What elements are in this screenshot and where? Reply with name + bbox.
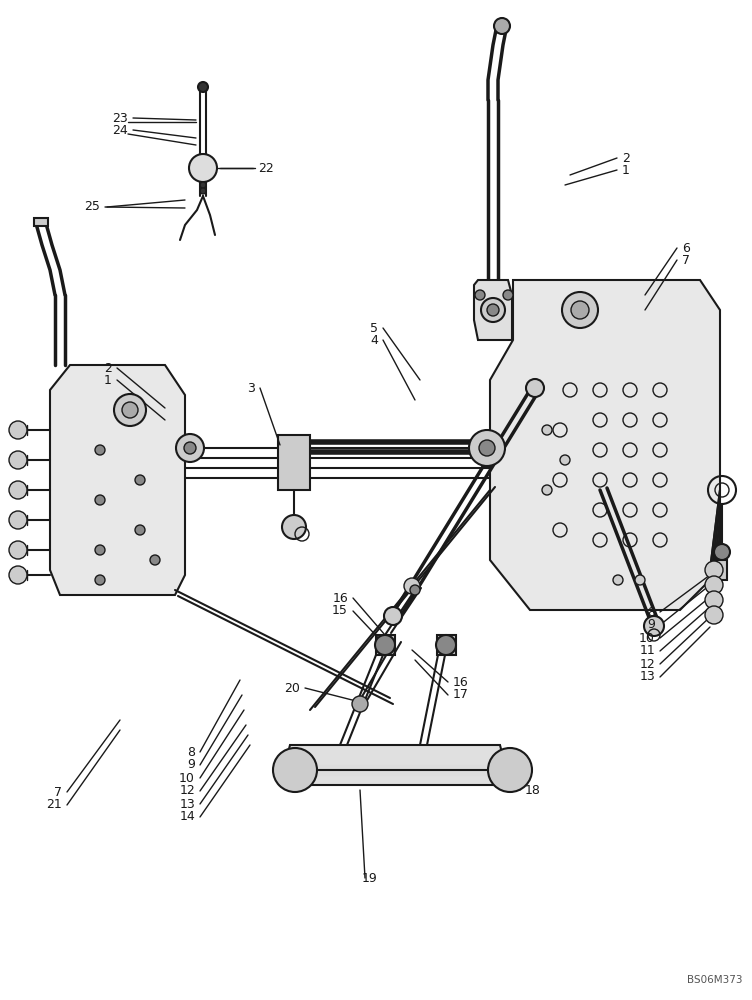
Text: 9: 9 xyxy=(647,618,655,632)
Text: 16: 16 xyxy=(453,676,468,688)
Circle shape xyxy=(705,591,723,609)
Circle shape xyxy=(95,495,105,505)
Text: 20: 20 xyxy=(284,682,300,694)
Text: 19: 19 xyxy=(362,871,378,884)
Circle shape xyxy=(705,576,723,594)
Text: 23: 23 xyxy=(112,111,128,124)
Circle shape xyxy=(560,455,570,465)
Circle shape xyxy=(635,575,645,585)
Circle shape xyxy=(352,696,368,712)
Text: 3: 3 xyxy=(247,381,255,394)
Text: 22: 22 xyxy=(258,161,274,174)
Circle shape xyxy=(494,18,510,34)
Circle shape xyxy=(282,515,306,539)
Text: 10: 10 xyxy=(639,632,655,645)
Text: 10: 10 xyxy=(179,772,195,784)
Circle shape xyxy=(95,445,105,455)
Polygon shape xyxy=(490,280,720,610)
Circle shape xyxy=(9,511,27,529)
Text: 7: 7 xyxy=(682,253,690,266)
Circle shape xyxy=(9,541,27,559)
Polygon shape xyxy=(376,635,395,655)
Circle shape xyxy=(184,442,196,454)
Circle shape xyxy=(200,182,206,188)
Circle shape xyxy=(9,566,27,584)
Circle shape xyxy=(150,555,160,565)
Circle shape xyxy=(9,451,27,469)
Text: 15: 15 xyxy=(332,604,348,617)
Polygon shape xyxy=(437,635,456,655)
Bar xyxy=(717,560,727,580)
Circle shape xyxy=(475,290,485,300)
Circle shape xyxy=(542,425,552,435)
Circle shape xyxy=(176,434,204,462)
Text: 25: 25 xyxy=(84,200,100,214)
Text: 24: 24 xyxy=(112,123,128,136)
Circle shape xyxy=(481,298,505,322)
Circle shape xyxy=(198,82,208,92)
Polygon shape xyxy=(50,365,185,595)
Text: 2: 2 xyxy=(104,361,112,374)
Text: 13: 13 xyxy=(179,798,195,810)
Circle shape xyxy=(135,525,145,535)
Circle shape xyxy=(503,290,513,300)
Circle shape xyxy=(200,188,206,194)
Text: 2: 2 xyxy=(622,151,630,164)
Text: 18: 18 xyxy=(525,784,541,796)
Circle shape xyxy=(189,154,217,182)
Text: 13: 13 xyxy=(639,670,655,684)
Circle shape xyxy=(122,402,138,418)
Circle shape xyxy=(542,485,552,495)
Circle shape xyxy=(488,748,532,792)
Circle shape xyxy=(571,301,589,319)
Circle shape xyxy=(644,616,664,636)
Circle shape xyxy=(273,748,317,792)
Circle shape xyxy=(410,585,420,595)
Circle shape xyxy=(705,561,723,579)
Polygon shape xyxy=(278,435,310,490)
Circle shape xyxy=(135,475,145,485)
Text: 21: 21 xyxy=(47,798,62,812)
Circle shape xyxy=(404,578,420,594)
Text: 8: 8 xyxy=(187,746,195,758)
Text: 5: 5 xyxy=(370,322,378,334)
Circle shape xyxy=(95,545,105,555)
Text: 6: 6 xyxy=(682,241,690,254)
Text: 14: 14 xyxy=(179,810,195,824)
Circle shape xyxy=(469,430,505,466)
Text: BS06M373: BS06M373 xyxy=(687,975,742,985)
Circle shape xyxy=(714,544,730,560)
Text: 11: 11 xyxy=(639,645,655,658)
Circle shape xyxy=(562,292,598,328)
Text: 7: 7 xyxy=(54,786,62,798)
Circle shape xyxy=(613,575,623,585)
Circle shape xyxy=(9,421,27,439)
Text: 1: 1 xyxy=(104,373,112,386)
Circle shape xyxy=(9,481,27,499)
Text: 9: 9 xyxy=(187,758,195,772)
Circle shape xyxy=(487,304,499,316)
Circle shape xyxy=(436,635,456,655)
Text: 12: 12 xyxy=(639,658,655,670)
Text: 1: 1 xyxy=(622,163,630,176)
Text: 17: 17 xyxy=(453,688,469,702)
Text: 16: 16 xyxy=(332,591,348,604)
Circle shape xyxy=(479,440,495,456)
Circle shape xyxy=(95,575,105,585)
Text: 8: 8 xyxy=(647,605,655,618)
Circle shape xyxy=(526,379,544,397)
Polygon shape xyxy=(280,745,510,785)
Circle shape xyxy=(114,394,146,426)
Text: 12: 12 xyxy=(179,784,195,798)
Circle shape xyxy=(705,606,723,624)
Polygon shape xyxy=(474,280,512,340)
Text: 4: 4 xyxy=(370,334,378,347)
Bar xyxy=(34,218,48,226)
Circle shape xyxy=(384,607,402,625)
Circle shape xyxy=(375,635,395,655)
